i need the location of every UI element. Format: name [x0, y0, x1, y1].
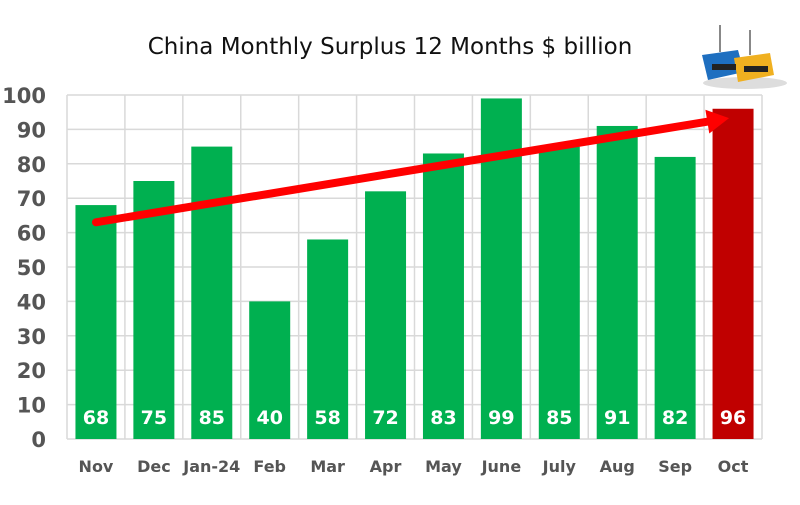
- y-tick-label: 10: [17, 394, 46, 418]
- data-label: 91: [604, 407, 630, 429]
- y-tick-label: 20: [17, 359, 46, 383]
- data-label: 72: [372, 407, 398, 429]
- data-label: 85: [199, 407, 225, 429]
- data-label: 85: [546, 407, 572, 429]
- y-tick-label: 30: [17, 325, 46, 349]
- y-tick-label: 90: [17, 118, 46, 142]
- x-tick-label: Mar: [310, 457, 345, 476]
- y-tick-label: 40: [17, 290, 46, 314]
- trend-arrow-head: [705, 109, 730, 134]
- bar: [249, 301, 291, 439]
- data-label: 82: [662, 407, 688, 429]
- data-label: 58: [314, 407, 340, 429]
- x-tick-label: Apr: [370, 457, 402, 476]
- x-tick-label: June: [481, 457, 522, 476]
- data-label: 83: [430, 407, 456, 429]
- data-label: 75: [141, 407, 167, 429]
- bar: [596, 125, 638, 440]
- x-tick-label: Dec: [137, 457, 171, 476]
- y-tick-label: 70: [17, 187, 46, 211]
- chart-title: China Monthly Surplus 12 Months $ billio…: [147, 34, 633, 60]
- x-tick-label: Feb: [253, 457, 286, 476]
- data-label: 68: [83, 407, 109, 429]
- data-label: 40: [256, 407, 282, 429]
- bar: [307, 239, 349, 439]
- x-tick-label: Oct: [718, 457, 749, 476]
- shipping-containers-icon: [702, 25, 787, 89]
- x-tick-label: Aug: [600, 457, 635, 476]
- bar: [422, 153, 464, 440]
- x-tick-label: July: [542, 457, 577, 476]
- bar: [75, 205, 117, 439]
- y-tick-label: 100: [2, 84, 46, 108]
- x-tick-label: May: [425, 457, 462, 476]
- y-tick-label: 60: [17, 222, 46, 246]
- trend-arrow-line: [91, 117, 712, 227]
- data-label: 99: [488, 407, 514, 429]
- bar: [712, 108, 754, 439]
- data-label: 96: [720, 407, 746, 429]
- x-tick-label: Sep: [658, 457, 692, 476]
- bar: [365, 191, 407, 439]
- bar: [191, 146, 233, 439]
- y-tick-label: 0: [31, 428, 46, 452]
- y-tick-label: 80: [17, 153, 46, 177]
- bar: [133, 181, 175, 439]
- bar: [654, 156, 696, 440]
- y-tick-label: 50: [17, 256, 46, 280]
- x-tick-label: Nov: [79, 457, 114, 476]
- x-tick-label: Jan-24: [182, 457, 240, 476]
- bar: [538, 146, 580, 439]
